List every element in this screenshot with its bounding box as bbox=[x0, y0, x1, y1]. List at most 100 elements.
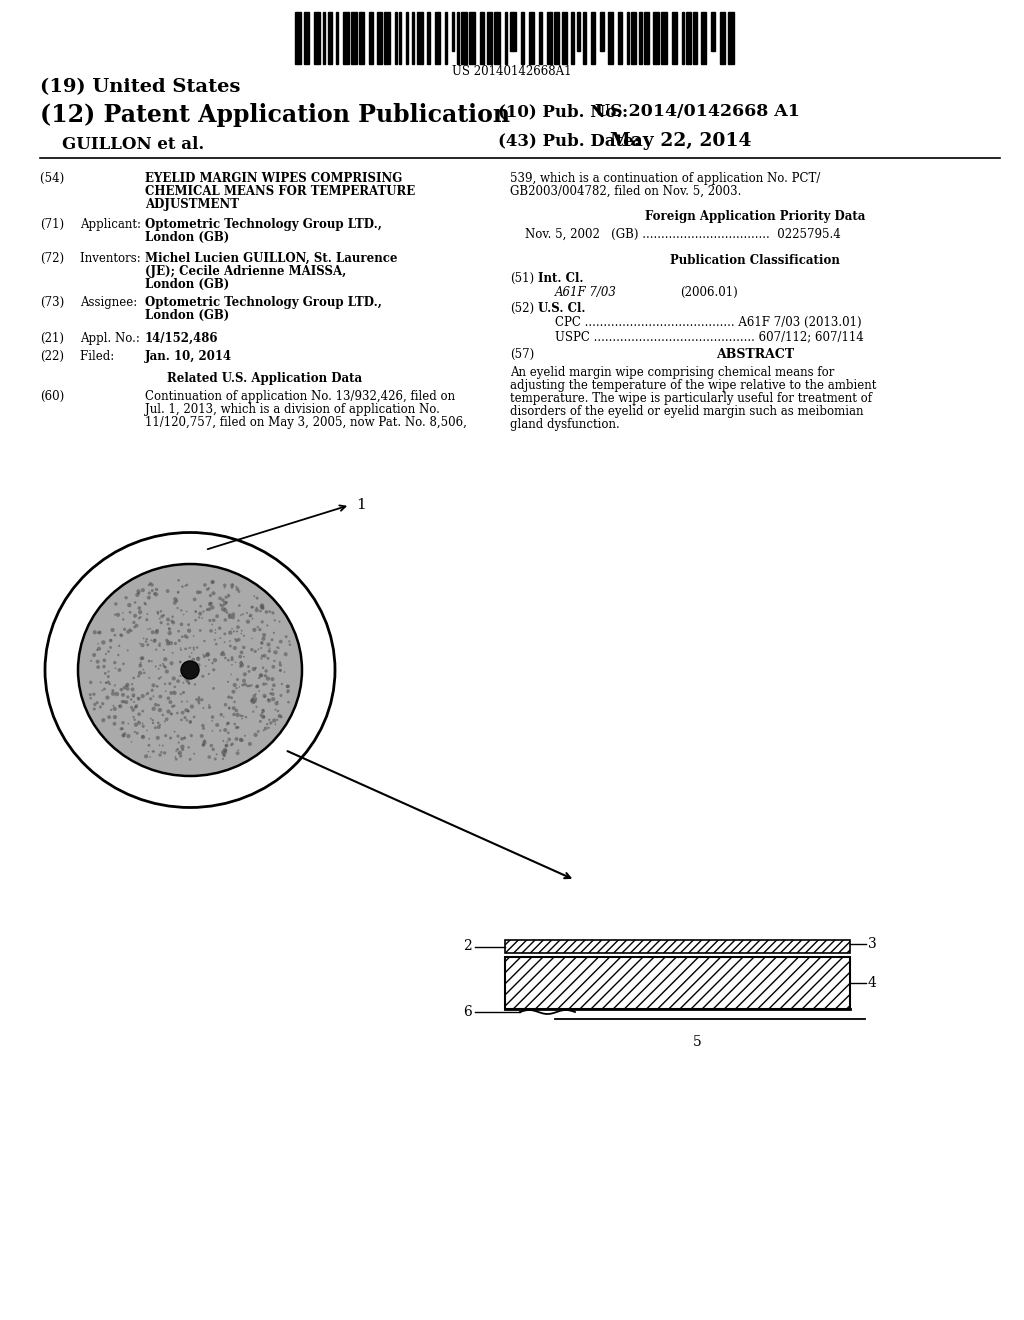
Ellipse shape bbox=[133, 614, 137, 618]
Ellipse shape bbox=[240, 661, 242, 663]
Ellipse shape bbox=[227, 706, 230, 709]
Ellipse shape bbox=[127, 603, 131, 607]
Ellipse shape bbox=[203, 739, 206, 743]
Ellipse shape bbox=[179, 661, 181, 664]
Ellipse shape bbox=[251, 698, 254, 701]
Ellipse shape bbox=[45, 532, 335, 808]
Ellipse shape bbox=[227, 659, 229, 661]
Ellipse shape bbox=[221, 651, 224, 655]
Ellipse shape bbox=[146, 643, 150, 647]
Bar bbox=[505, 12, 507, 63]
Ellipse shape bbox=[112, 689, 115, 692]
Ellipse shape bbox=[274, 709, 276, 710]
Ellipse shape bbox=[265, 682, 267, 685]
Text: Optometric Technology Group LTD.,: Optometric Technology Group LTD., bbox=[145, 296, 382, 309]
Ellipse shape bbox=[198, 702, 201, 705]
Bar bbox=[469, 12, 475, 63]
Text: 3: 3 bbox=[868, 937, 877, 950]
Ellipse shape bbox=[135, 704, 138, 708]
Ellipse shape bbox=[251, 684, 253, 686]
Ellipse shape bbox=[279, 640, 283, 643]
Bar bbox=[618, 12, 622, 63]
Ellipse shape bbox=[257, 730, 260, 733]
Ellipse shape bbox=[287, 689, 290, 693]
Ellipse shape bbox=[128, 628, 131, 631]
Ellipse shape bbox=[102, 665, 105, 668]
Ellipse shape bbox=[222, 752, 225, 756]
Ellipse shape bbox=[180, 661, 181, 663]
Ellipse shape bbox=[168, 631, 172, 635]
Text: Continuation of application No. 13/932,426, filed on: Continuation of application No. 13/932,4… bbox=[145, 389, 455, 403]
Ellipse shape bbox=[184, 677, 187, 681]
Ellipse shape bbox=[233, 701, 236, 704]
Ellipse shape bbox=[176, 607, 178, 609]
Ellipse shape bbox=[203, 610, 205, 612]
Ellipse shape bbox=[279, 664, 282, 667]
Ellipse shape bbox=[242, 684, 244, 686]
Ellipse shape bbox=[266, 643, 270, 647]
Ellipse shape bbox=[253, 701, 255, 704]
Text: US 20140142668A1: US 20140142668A1 bbox=[453, 65, 571, 78]
Ellipse shape bbox=[183, 715, 186, 719]
Ellipse shape bbox=[194, 684, 197, 685]
Ellipse shape bbox=[230, 657, 233, 661]
Ellipse shape bbox=[262, 709, 265, 713]
Ellipse shape bbox=[222, 748, 227, 752]
Ellipse shape bbox=[237, 726, 239, 729]
Ellipse shape bbox=[251, 697, 255, 701]
Ellipse shape bbox=[148, 582, 152, 585]
Ellipse shape bbox=[122, 734, 126, 738]
Ellipse shape bbox=[137, 721, 141, 725]
Ellipse shape bbox=[242, 741, 244, 742]
Ellipse shape bbox=[145, 618, 148, 622]
Bar bbox=[644, 12, 649, 63]
Ellipse shape bbox=[114, 614, 116, 615]
Ellipse shape bbox=[132, 620, 135, 624]
Ellipse shape bbox=[177, 579, 180, 582]
Ellipse shape bbox=[162, 744, 164, 747]
Bar bbox=[359, 12, 364, 63]
Ellipse shape bbox=[237, 638, 241, 642]
Text: (19) United States: (19) United States bbox=[40, 78, 241, 96]
Ellipse shape bbox=[151, 583, 154, 586]
Ellipse shape bbox=[243, 682, 247, 686]
Ellipse shape bbox=[195, 611, 197, 612]
Ellipse shape bbox=[232, 682, 237, 688]
Ellipse shape bbox=[269, 692, 272, 694]
Text: Assignee:: Assignee: bbox=[80, 296, 141, 309]
Ellipse shape bbox=[167, 640, 170, 644]
Ellipse shape bbox=[259, 605, 264, 609]
Ellipse shape bbox=[179, 693, 182, 696]
Text: 6: 6 bbox=[463, 1005, 472, 1019]
Ellipse shape bbox=[144, 603, 146, 606]
Ellipse shape bbox=[255, 693, 257, 694]
Text: (51): (51) bbox=[510, 272, 535, 285]
Ellipse shape bbox=[243, 672, 247, 676]
Text: Appl. No.:: Appl. No.: bbox=[80, 333, 143, 345]
Ellipse shape bbox=[220, 603, 223, 607]
Ellipse shape bbox=[156, 685, 159, 688]
Ellipse shape bbox=[218, 597, 222, 601]
Ellipse shape bbox=[285, 635, 288, 638]
Ellipse shape bbox=[230, 744, 232, 746]
Ellipse shape bbox=[121, 721, 125, 725]
Ellipse shape bbox=[232, 713, 236, 717]
Bar bbox=[314, 12, 319, 63]
Ellipse shape bbox=[154, 639, 157, 642]
Ellipse shape bbox=[184, 585, 186, 586]
Ellipse shape bbox=[236, 587, 240, 591]
Ellipse shape bbox=[181, 701, 183, 702]
Ellipse shape bbox=[154, 702, 158, 706]
Ellipse shape bbox=[173, 705, 175, 708]
Ellipse shape bbox=[226, 722, 229, 725]
Ellipse shape bbox=[256, 607, 257, 609]
Ellipse shape bbox=[119, 705, 121, 708]
Ellipse shape bbox=[240, 714, 243, 717]
Ellipse shape bbox=[254, 697, 257, 701]
Text: 4: 4 bbox=[868, 975, 877, 990]
Ellipse shape bbox=[150, 718, 152, 719]
Ellipse shape bbox=[231, 706, 236, 710]
Ellipse shape bbox=[152, 684, 156, 688]
Ellipse shape bbox=[205, 665, 207, 667]
Bar bbox=[323, 12, 325, 63]
